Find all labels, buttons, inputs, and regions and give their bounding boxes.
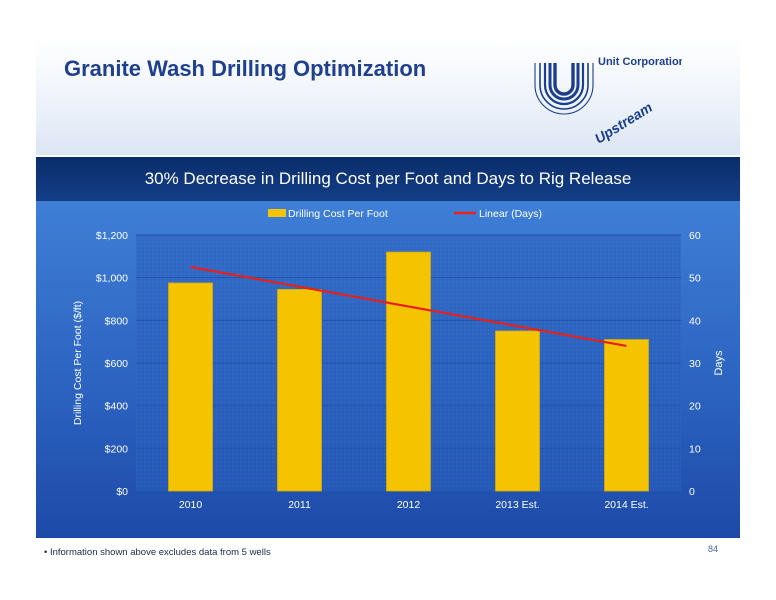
y-tick-label: $1,000 xyxy=(96,273,128,285)
slide-title: Granite Wash Drilling Optimization xyxy=(64,56,427,81)
bar xyxy=(495,330,540,492)
slide: Granite Wash Drilling Optimization Unit … xyxy=(36,37,740,564)
y-axis-label: Drilling Cost Per Foot ($/ft) xyxy=(72,301,84,425)
y-tick-label: $0 xyxy=(116,486,128,498)
y2-tick-label: 0 xyxy=(689,486,695,498)
y2-tick-label: 30 xyxy=(689,358,701,370)
logo-mark-icon xyxy=(534,63,594,115)
x-tick-label: 2011 xyxy=(288,499,311,511)
y2-tick-label: 10 xyxy=(689,443,701,455)
bar xyxy=(168,282,213,492)
y-tick-label: $800 xyxy=(105,315,129,327)
y2-tick-label: 50 xyxy=(689,273,701,285)
y-tick-label: $200 xyxy=(105,443,129,455)
legend-label-trend: Linear (Days) xyxy=(479,208,542,220)
trendline xyxy=(190,265,627,348)
footer: • Information shown above excludes data … xyxy=(36,538,740,564)
bar xyxy=(604,339,649,492)
x-tick-label: 2014 Est. xyxy=(604,499,648,511)
y-tick-label: $600 xyxy=(105,358,129,370)
footnote: • Information shown above excludes data … xyxy=(44,547,271,558)
chart-title: 30% Decrease in Drilling Cost per Foot a… xyxy=(144,169,632,188)
y-tick-label: $400 xyxy=(105,401,129,413)
top-band xyxy=(36,37,740,155)
x-tick-label: 2010 xyxy=(179,499,203,511)
y2-axis-label: Days xyxy=(713,350,725,376)
y2-tick-label: 40 xyxy=(689,315,701,327)
x-tick-label: 2013 Est. xyxy=(495,499,539,511)
bar xyxy=(277,289,322,492)
chart-header-bar: 30% Decrease in Drilling Cost per Foot a… xyxy=(36,157,740,201)
y-tick-label: $1,200 xyxy=(96,230,128,242)
page-number: 84 xyxy=(707,544,718,554)
y2-tick-label: 20 xyxy=(689,401,701,413)
company-logo: Unit Corporation Upstream xyxy=(534,56,682,147)
logo-text: Unit Corporation xyxy=(598,56,682,68)
bar xyxy=(386,251,431,492)
legend-label-bar: Drilling Cost Per Foot xyxy=(288,208,388,220)
chart-area: $0 0 $200 10 $400 20 $600 30 $800 40 $1,000 50 $1,20… xyxy=(36,201,740,538)
chart: $0 0 $200 10 $400 20 $600 30 $800 40 $1,000 50 $1,20… xyxy=(72,208,725,511)
legend-swatch-bar xyxy=(268,209,286,217)
upstream-badge: Upstream xyxy=(592,99,655,147)
y2-tick-label: 60 xyxy=(689,230,701,242)
x-tick-label: 2012 xyxy=(397,499,421,511)
